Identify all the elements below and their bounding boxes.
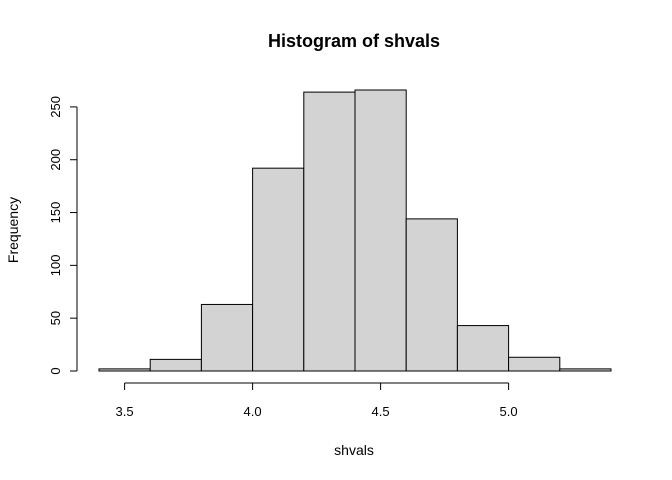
histogram-bar-7 xyxy=(456,325,510,372)
y-tick-label-1: 50 xyxy=(48,311,63,325)
x-tick-label-3: 5.0 xyxy=(500,404,518,419)
histogram-bar-4 xyxy=(303,91,356,372)
histogram-bar-5 xyxy=(354,89,407,372)
histogram-bar-6 xyxy=(405,218,458,372)
y-tick-label-0: 0 xyxy=(48,367,63,374)
chart-title: Histogram of shvals xyxy=(268,31,440,51)
x-axis-label: shvals xyxy=(334,442,374,458)
x-axis: 3.5 4.0 4.5 5.0 xyxy=(116,382,518,419)
histogram-bar-1 xyxy=(149,358,202,372)
y-axis: 0 50 100 150 200 250 xyxy=(48,96,78,375)
x-tick-label-1: 4.0 xyxy=(244,404,262,419)
histogram-bar-9 xyxy=(559,368,612,372)
histogram-bar-2 xyxy=(200,303,254,372)
x-tick-label-0: 3.5 xyxy=(116,404,134,419)
histogram-bar-0 xyxy=(98,368,151,372)
y-tick-label-3: 150 xyxy=(48,202,63,224)
histogram-bar-8 xyxy=(508,356,561,372)
y-tick-label-4: 200 xyxy=(48,149,63,171)
y-tick-label-2: 100 xyxy=(48,255,63,277)
y-tick-label-5: 250 xyxy=(48,96,63,118)
histogram-bar-3 xyxy=(252,167,305,372)
bars-group xyxy=(98,89,612,372)
x-tick-label-2: 4.5 xyxy=(372,404,390,419)
y-axis-label: Frequency xyxy=(5,197,21,263)
